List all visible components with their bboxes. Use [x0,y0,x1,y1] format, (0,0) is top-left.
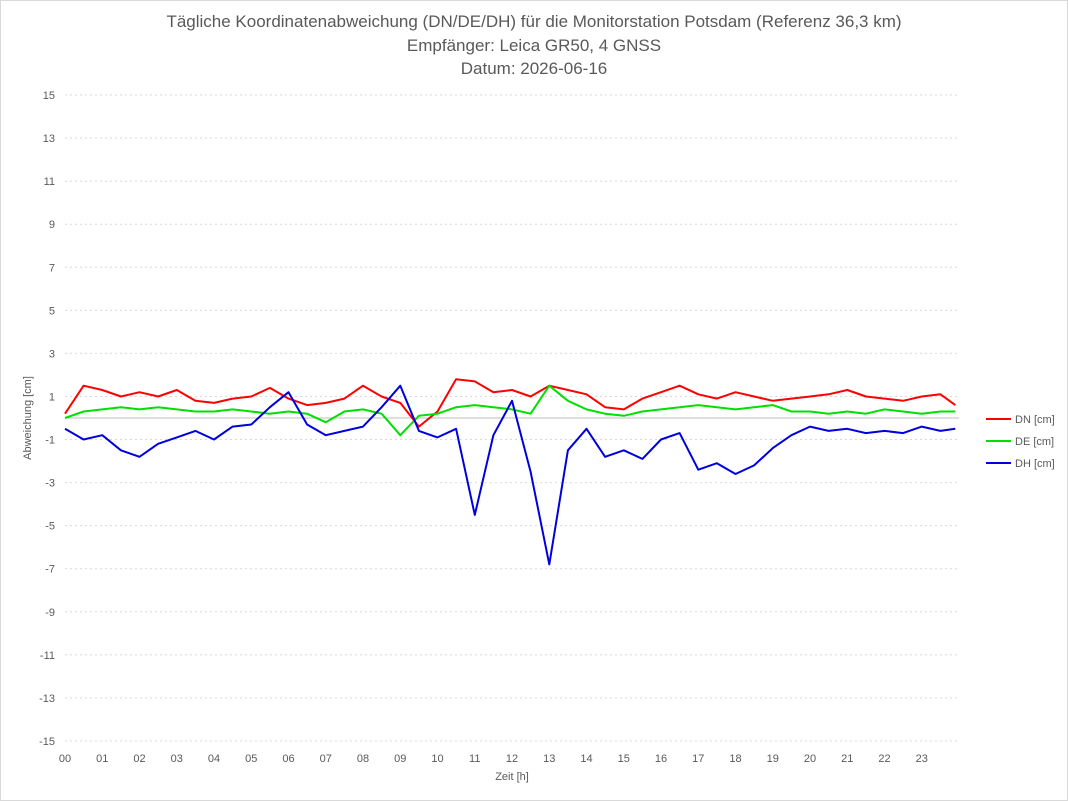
x-tick-label: 17 [692,753,704,765]
x-tick-label: 11 [469,753,480,765]
x-tick-label: 10 [431,753,443,765]
y-tick-label: -7 [45,564,55,576]
series-lines [64,378,956,566]
y-tick-label: -11 [40,650,55,662]
x-tick-label: 07 [320,753,332,765]
x-tick-label: 01 [96,753,108,765]
x-tick-label: 13 [543,753,555,765]
legend-label: DE [cm] [1015,436,1054,448]
x-tick-label: 00 [59,753,71,765]
x-tick-label: 06 [282,753,294,765]
tick-labels: 15 13 11 9 7 5 3 1 -1 -3 -5 -7 -9 -11 -13 -15 00 01 02 03 04… [39,90,928,765]
x-tick-label: 02 [133,753,145,765]
x-tick-label: 18 [729,753,741,765]
y-axis-label: Abweichung [cm] [22,376,34,460]
legend-label: DN [cm] [1015,414,1055,426]
x-tick-label: 19 [767,753,779,765]
x-tick-label: 21 [841,753,853,765]
x-tick-label: 05 [245,753,257,765]
legend-label: DH [cm] [1015,458,1055,470]
y-tick-label: 1 [49,391,55,403]
gridlines [65,94,959,742]
y-tick-label: -5 [45,521,55,533]
x-tick-label: 08 [357,753,369,765]
series-line-1 [64,384,956,437]
y-tick-label: -9 [45,607,55,619]
series-line-0 [64,378,956,428]
y-tick-label: -3 [45,478,55,490]
x-tick-label: 14 [580,753,592,765]
x-tick-label: 12 [506,753,518,765]
x-tick-label: 22 [878,753,890,765]
y-tick-label: 7 [49,262,55,274]
x-tick-label: 16 [655,753,667,765]
legend: DN [cm] DE [cm] DH [cm] [986,414,1055,470]
x-tick-label: 04 [208,753,220,765]
x-tick-label: 15 [618,753,630,765]
y-tick-label: 5 [49,305,55,317]
chart-title: Tägliche Koordinatenabweichung (DN/DE/DH… [166,12,902,31]
chart-date: Datum: 2026-06-16 [460,59,608,78]
y-tick-label: 9 [49,219,55,231]
chart-subtitle: Empfänger: Leica GR50, 4 GNSS [406,36,662,55]
x-tick-label: 20 [804,753,816,765]
series-line-2 [64,384,956,566]
y-tick-label: -13 [39,693,55,705]
x-tick-label: 03 [171,753,183,765]
y-tick-label: -1 [45,435,55,447]
y-tick-label: 13 [43,133,55,145]
y-tick-label: 15 [43,90,55,102]
x-axis-label: Zeit [h] [495,771,529,783]
x-tick-label: 09 [394,753,406,765]
x-tick-label: 23 [916,753,928,765]
y-tick-label: 3 [49,348,55,360]
y-tick-label: -15 [39,736,55,748]
y-tick-label: 11 [44,176,55,188]
